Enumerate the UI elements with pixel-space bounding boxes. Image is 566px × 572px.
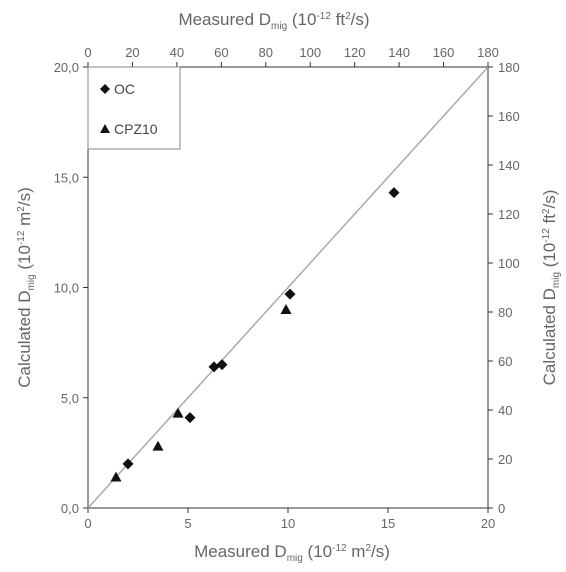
data-point-oc bbox=[388, 187, 400, 199]
y-axis-title-left: Calculated Dmig (10-12 m2/s) bbox=[15, 187, 37, 388]
y-right-tick-label: 80 bbox=[498, 305, 512, 320]
y-left-tick-label: 10,0 bbox=[54, 281, 79, 296]
axis-ticks: 0 5 10 15 200,05,010,015,020,00 20 40 60 80 100 12… bbox=[54, 45, 520, 531]
data-point-cpz10 bbox=[152, 440, 164, 451]
y-left-tick-label: 15,0 bbox=[54, 170, 79, 185]
x-top-tick-label: 40 bbox=[170, 45, 184, 60]
x-bottom-tick-label: 5 bbox=[184, 516, 191, 531]
legend-box bbox=[87, 66, 181, 150]
data-point-cpz10 bbox=[110, 471, 122, 482]
y-right-tick-label: 100 bbox=[498, 256, 520, 271]
x-axis-title-top: Measured Dmig (10-12 ft2/s) bbox=[178, 10, 369, 32]
y-right-tick-label: 120 bbox=[498, 207, 520, 222]
y-right-tick-label: 180 bbox=[498, 60, 520, 75]
data-point-oc bbox=[284, 288, 296, 300]
x-top-tick-label: 100 bbox=[299, 45, 321, 60]
y-right-tick-label: 160 bbox=[498, 109, 520, 124]
data-points bbox=[110, 187, 400, 482]
data-point-oc bbox=[208, 361, 220, 373]
data-point-oc bbox=[122, 458, 134, 470]
y-axis-title-right: Calculated Dmig (10-12 ft2/s) bbox=[540, 190, 562, 386]
legend-label-cpz10: CPZ10 bbox=[114, 121, 158, 137]
x-top-tick-label: 60 bbox=[214, 45, 228, 60]
x-bottom-tick-label: 20 bbox=[481, 516, 495, 531]
data-point-oc bbox=[216, 359, 228, 371]
legend-marker-triangle bbox=[100, 124, 110, 133]
x-top-tick-label: 80 bbox=[259, 45, 273, 60]
y-right-tick-label: 20 bbox=[498, 452, 512, 467]
x-top-tick-label: 0 bbox=[84, 45, 91, 60]
reference-line-1-to-1 bbox=[87, 66, 489, 509]
x-top-tick-label: 140 bbox=[388, 45, 410, 60]
x-bottom-tick-label: 0 bbox=[84, 516, 91, 531]
data-point-cpz10 bbox=[280, 304, 292, 314]
legend: OC CPZ10 bbox=[87, 66, 181, 150]
legend-marker-diamond bbox=[100, 84, 110, 94]
x-bottom-tick-label: 15 bbox=[381, 516, 395, 531]
data-point-cpz10 bbox=[172, 407, 184, 418]
x-top-tick-label: 20 bbox=[125, 45, 139, 60]
x-top-tick-label: 160 bbox=[433, 45, 455, 60]
y-left-tick-label: 5,0 bbox=[61, 391, 79, 406]
reference-line-layer bbox=[87, 66, 489, 509]
x-top-tick-label: 180 bbox=[477, 45, 499, 60]
x-axis-title-bottom: Measured Dmig (10-12 m2/s) bbox=[194, 542, 390, 564]
x-top-tick-label: 120 bbox=[344, 45, 366, 60]
y-left-tick-label: 20,0 bbox=[54, 60, 79, 75]
x-bottom-tick-label: 10 bbox=[281, 516, 295, 531]
data-point-oc bbox=[184, 412, 196, 424]
y-right-tick-label: 40 bbox=[498, 403, 512, 418]
legend-label-oc: OC bbox=[114, 81, 135, 97]
y-left-tick-label: 0,0 bbox=[61, 501, 79, 516]
y-right-tick-label: 60 bbox=[498, 354, 512, 369]
y-right-tick-label: 140 bbox=[498, 158, 520, 173]
y-right-tick-label: 0 bbox=[498, 501, 505, 516]
